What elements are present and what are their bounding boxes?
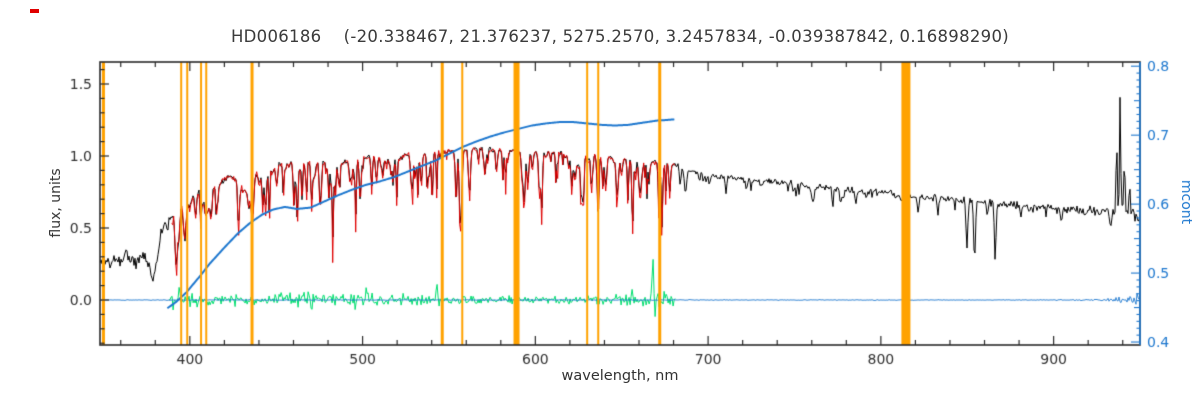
- y-axis-label-left: flux, units: [48, 168, 64, 238]
- stray-red-mark: [30, 9, 39, 13]
- plot-title: HD006186 (-20.338467, 21.376237, 5275.25…: [230, 27, 1010, 46]
- x-axis-label: wavelength, nm: [561, 368, 679, 384]
- y-axis-label-right: mcont: [1178, 179, 1194, 225]
